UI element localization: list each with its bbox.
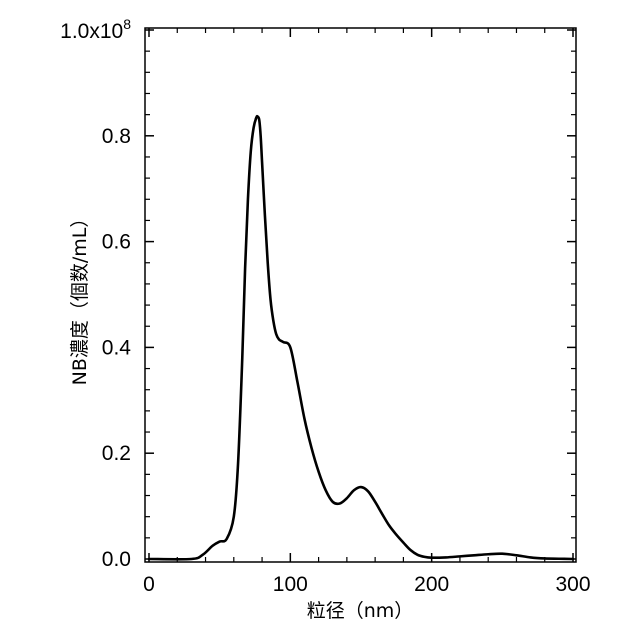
y-tick-label: 0.8 xyxy=(102,125,131,148)
x-tick-label: 0 xyxy=(143,573,155,596)
y-axis-top-exponent: 8 xyxy=(123,16,131,32)
y-axis-top-mantissa: 1.0x10 xyxy=(60,20,123,43)
y-tick-label: 0.4 xyxy=(102,336,132,359)
x-tick-label: 100 xyxy=(273,573,308,596)
y-tick-label: 0.2 xyxy=(102,442,131,465)
y-tick-label: 0.6 xyxy=(102,231,131,254)
y-axis-top-label: 1.0x108 xyxy=(60,16,131,43)
concentration-curve xyxy=(149,116,573,559)
x-tick-label: 200 xyxy=(414,573,449,596)
y-axis-label: NB濃度（個数/mL） xyxy=(69,209,91,386)
plot-frame xyxy=(145,28,576,562)
y-tick-label: 0.0 xyxy=(102,548,131,571)
x-axis-label: 粒径（nm） xyxy=(307,600,414,622)
x-tick-label: 300 xyxy=(555,573,590,596)
